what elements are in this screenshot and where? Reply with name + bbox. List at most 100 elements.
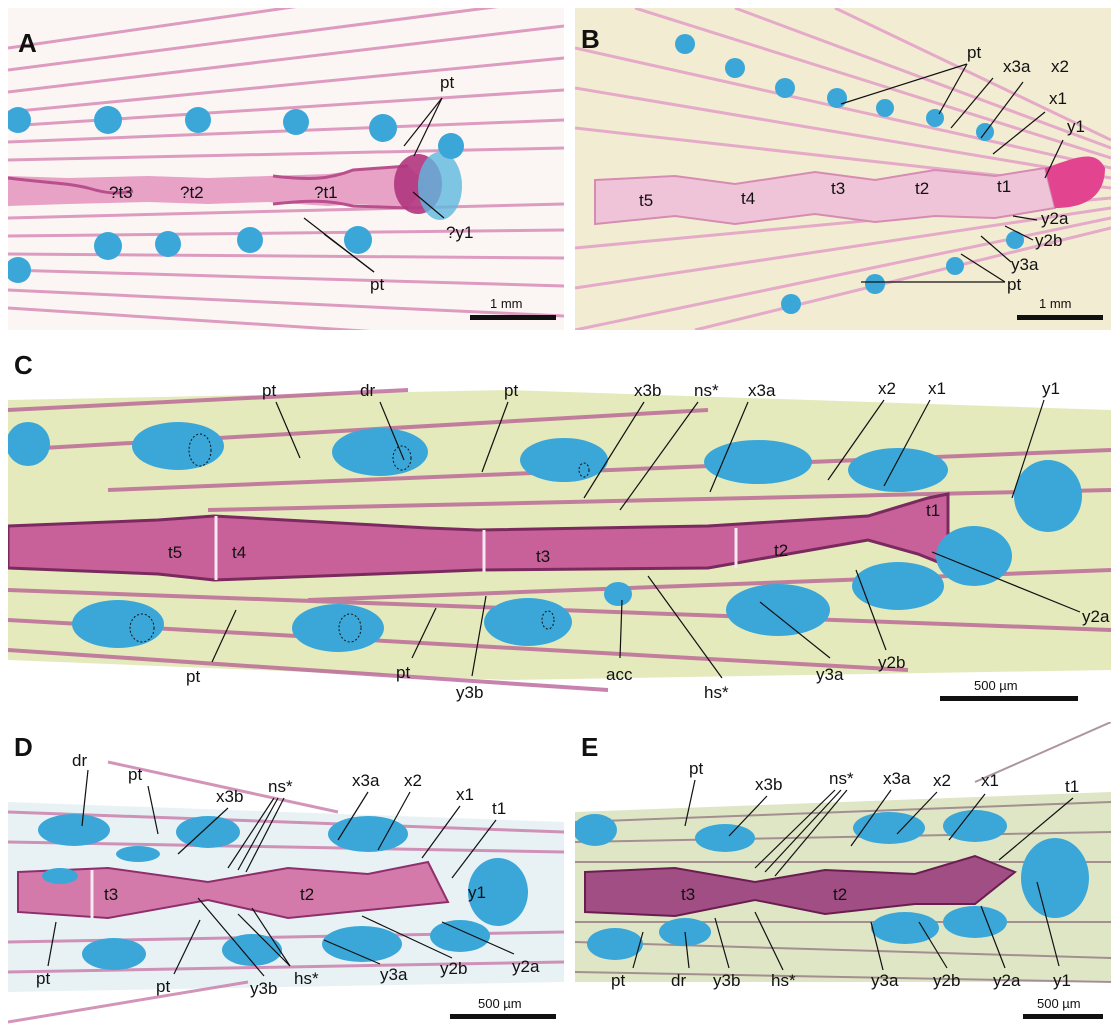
- label-y3a: y3a: [871, 971, 899, 990]
- label-t2: t2: [300, 885, 314, 904]
- label-pt: pt: [262, 381, 276, 400]
- scale-bar: [450, 1014, 556, 1019]
- label-x1: x1: [981, 771, 999, 790]
- label-hs: hs*: [294, 969, 319, 988]
- label-acc: acc: [606, 665, 633, 684]
- label-t3: ?t3: [109, 183, 133, 202]
- label-t4: t4: [232, 543, 246, 562]
- label-t2: t2: [833, 885, 847, 904]
- label-x3a: x3a: [748, 381, 776, 400]
- label-pt: pt: [440, 73, 454, 92]
- label-t2: ?t2: [180, 183, 204, 202]
- label-ns: ns*: [694, 381, 719, 400]
- label-hs: hs*: [771, 971, 796, 990]
- panel-letter: A: [18, 28, 37, 58]
- label-y2a: y2a: [993, 971, 1021, 990]
- label-pt-lower: pt: [370, 275, 384, 294]
- label-t3: t3: [536, 547, 550, 566]
- label-y3a: y3a: [816, 665, 844, 684]
- label-x1: x1: [1049, 89, 1067, 108]
- label-x2: x2: [1051, 57, 1069, 76]
- label-pt: pt: [128, 765, 142, 784]
- vertebral-column: [584, 854, 1017, 918]
- label-x1: x1: [928, 379, 946, 398]
- label-pt-4: pt: [396, 663, 410, 682]
- label-y2a: y2a: [1082, 607, 1110, 626]
- label-leaders: [303, 97, 445, 273]
- label-y2b: y2b: [933, 971, 960, 990]
- label-pt-lower: pt: [611, 971, 625, 990]
- vertebral-column: [17, 860, 450, 920]
- label-x3a: x3a: [352, 771, 380, 790]
- scale-bar: [1017, 315, 1103, 320]
- panel-letter: C: [14, 350, 33, 380]
- label-y3b: y3b: [250, 979, 277, 998]
- label-x1: x1: [456, 785, 474, 804]
- panel-letter: D: [14, 732, 33, 762]
- label-y1: ?y1: [446, 223, 473, 242]
- label-dr: dr: [72, 751, 87, 770]
- label-t1: ?t1: [314, 183, 338, 202]
- label-leaders: [632, 779, 1074, 971]
- label-dr: dr: [671, 971, 686, 990]
- dermal-ray-outlines: [129, 433, 590, 643]
- label-t3: t3: [681, 885, 695, 904]
- label-hs: hs*: [704, 683, 729, 702]
- cartilage-nodules: [8, 106, 464, 283]
- label-pt-3: pt: [186, 667, 200, 686]
- label-leaders: [211, 399, 1081, 679]
- cartilage-nodules: [8, 422, 1082, 652]
- cartilage-nodules: [575, 810, 1089, 960]
- label-pt-lower-2: pt: [156, 977, 170, 996]
- panel-b-background: [575, 8, 1111, 330]
- label-x3b: x3b: [216, 787, 243, 806]
- label-y2a: y2a: [1041, 209, 1069, 228]
- notochord: [8, 152, 462, 220]
- label-x3a: x3a: [1003, 57, 1031, 76]
- fin-rays: [575, 722, 1111, 983]
- scale-label: 500 µm: [478, 996, 522, 1011]
- scale-bar: [470, 315, 556, 320]
- scale-bar: [940, 696, 1078, 701]
- label-t1: t1: [1065, 777, 1079, 796]
- label-x3b: x3b: [755, 775, 782, 794]
- label-pt-lower-1: pt: [36, 969, 50, 988]
- label-y3b: y3b: [456, 683, 483, 702]
- label-t2: t2: [915, 179, 929, 198]
- label-pt-2: pt: [504, 381, 518, 400]
- label-y2b: y2b: [440, 959, 467, 978]
- label-ns: ns*: [268, 777, 293, 796]
- label-y2b: y2b: [1035, 231, 1062, 250]
- label-ns: ns*: [829, 769, 854, 788]
- label-pt: pt: [689, 759, 703, 778]
- label-x3b: x3b: [634, 381, 661, 400]
- scale-label: 500 µm: [974, 678, 1018, 693]
- label-pt: pt: [967, 43, 981, 62]
- label-x2: x2: [878, 379, 896, 398]
- label-y1: y1: [1053, 971, 1071, 990]
- scale-label: 1 mm: [1039, 296, 1072, 311]
- label-dr: dr: [360, 381, 375, 400]
- label-leaders: [47, 769, 515, 977]
- vertebral-column: [594, 156, 1105, 226]
- label-t5: t5: [639, 191, 653, 210]
- scale-bar: [1023, 1014, 1103, 1019]
- label-y3a: y3a: [380, 965, 408, 984]
- panel-b: B pt x3a x2 x1 y1 t5 t4 t3 t2 t1 y2a y2b…: [575, 8, 1111, 330]
- label-y2a: y2a: [512, 957, 540, 976]
- label-t2: t2: [774, 541, 788, 560]
- label-t1: t1: [492, 799, 506, 818]
- label-x2: x2: [404, 771, 422, 790]
- panel-a-background: [8, 8, 564, 330]
- label-leaders: [840, 63, 1064, 283]
- label-y2b: y2b: [878, 653, 905, 672]
- label-y3a: y3a: [1011, 255, 1039, 274]
- label-x3a: x3a: [883, 769, 911, 788]
- scale-label: 1 mm: [490, 296, 523, 311]
- cartilage-nodules: [38, 814, 528, 970]
- scale-label: 500 µm: [1037, 996, 1081, 1011]
- panel-letter: E: [581, 732, 598, 762]
- label-t1: t1: [926, 501, 940, 520]
- label-pt-lower: pt: [1007, 275, 1021, 294]
- label-x2: x2: [933, 771, 951, 790]
